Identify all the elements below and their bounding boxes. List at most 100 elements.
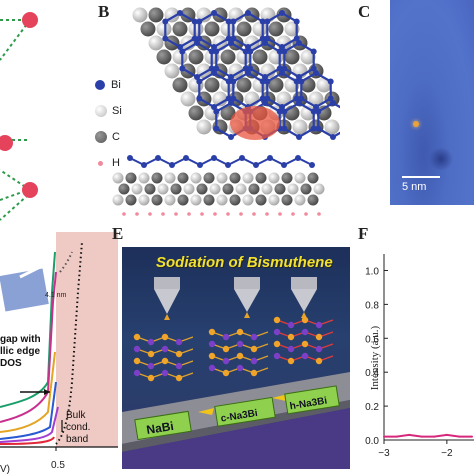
bi-atom <box>273 328 281 336</box>
bi-atom <box>267 155 273 161</box>
si-atom <box>324 119 340 135</box>
intensity-chart: 1.0 0.8 0.6 0.4 0.2 0.0−3 −2 <box>365 254 474 459</box>
bi-atom <box>211 104 217 110</box>
x-tick-label: −2 <box>441 448 453 459</box>
bi-atom <box>245 44 251 50</box>
si-atom <box>138 194 150 206</box>
c-atom <box>274 183 286 195</box>
si-atom <box>235 183 247 195</box>
c-atom <box>140 21 156 37</box>
c-atom <box>125 194 137 206</box>
c-atom <box>151 172 163 184</box>
crystal-structure <box>133 333 194 382</box>
h-atom <box>226 212 230 216</box>
c-atom <box>196 183 208 195</box>
bi-atom <box>253 162 259 168</box>
c-atom <box>236 77 252 93</box>
h-atom <box>148 212 152 216</box>
panel-letter-b: B <box>98 2 110 21</box>
na-atom <box>315 333 323 341</box>
si-atom <box>294 172 306 184</box>
y-tick-label: 1.0 <box>365 266 379 277</box>
bi-atom <box>127 155 133 161</box>
panel-c: C 5 nm <box>348 0 474 228</box>
bi-atom <box>177 10 183 16</box>
arrow-icon <box>198 408 214 415</box>
legend-item: H <box>95 150 145 176</box>
d-annotation: Bulk <box>66 410 86 421</box>
c-atom <box>204 77 220 93</box>
si-atom <box>252 21 268 37</box>
bi-atom <box>295 155 301 161</box>
c-atom <box>177 172 189 184</box>
bi-atom <box>230 18 237 25</box>
bi-atom <box>208 364 216 372</box>
bi-atom <box>273 352 281 360</box>
y-tick-label: 0.4 <box>365 368 379 379</box>
bi-atom <box>330 100 336 106</box>
bulk-band-region <box>56 232 118 447</box>
na-atom <box>208 328 216 336</box>
bi-atom <box>179 65 186 72</box>
legend-marker-si <box>95 105 107 117</box>
bi-atom <box>196 18 203 25</box>
na-atom <box>222 345 230 353</box>
bi-atom <box>262 40 268 46</box>
na-atom <box>273 316 281 324</box>
bi-atom <box>247 48 254 55</box>
bi-atom <box>208 340 216 348</box>
bi-atom <box>287 321 295 329</box>
c-atom <box>268 21 284 37</box>
bi-atom <box>175 362 183 370</box>
bi-atom <box>281 48 288 55</box>
bi-atom <box>310 125 317 132</box>
na-atom <box>161 333 169 341</box>
c-atom <box>255 194 267 206</box>
bi-atom <box>228 100 234 106</box>
bi-atom <box>225 78 232 85</box>
crystal-structure <box>273 316 334 365</box>
bi-atom <box>225 35 232 42</box>
bi-atom <box>211 155 217 161</box>
bi-atom <box>293 78 300 85</box>
series-line <box>384 433 472 438</box>
c-atom <box>204 21 220 37</box>
na-atom <box>273 340 281 348</box>
bi-atom <box>208 48 215 55</box>
c-atom <box>170 183 182 195</box>
bi-atom <box>194 74 200 80</box>
c-atom <box>144 183 156 195</box>
stm-image: 5 nm <box>390 0 474 205</box>
data-point <box>395 435 398 438</box>
bi-atom <box>281 125 288 132</box>
highlight-region <box>230 106 280 140</box>
na-atom <box>147 350 155 358</box>
bi-atom <box>242 48 249 55</box>
c-atom <box>307 194 319 206</box>
bi-atom <box>281 108 288 115</box>
c-atom <box>268 77 284 93</box>
bi-atom <box>279 104 285 110</box>
bi-atom <box>276 65 283 72</box>
bi-atom <box>262 100 268 106</box>
y-tick-label: 0.2 <box>365 402 379 413</box>
inset-label: 4.1 nm <box>45 292 67 299</box>
c-atom <box>252 49 268 65</box>
na-atom <box>133 333 141 341</box>
bi-atom <box>310 65 317 72</box>
na-atom <box>250 369 258 377</box>
bi-atom <box>161 345 169 353</box>
bi-atom <box>298 78 305 85</box>
bi-atom <box>141 162 147 168</box>
bi-atom <box>196 35 203 42</box>
si-atom <box>164 172 176 184</box>
si-atom <box>112 172 124 184</box>
bi-atom <box>296 134 302 140</box>
na-atom <box>301 316 309 324</box>
c-atom <box>220 49 236 65</box>
bi-atom <box>262 74 268 80</box>
data-point <box>420 435 423 438</box>
c-atom <box>248 183 260 195</box>
y-tick-label: 0.8 <box>365 300 379 311</box>
si-atom <box>183 183 195 195</box>
